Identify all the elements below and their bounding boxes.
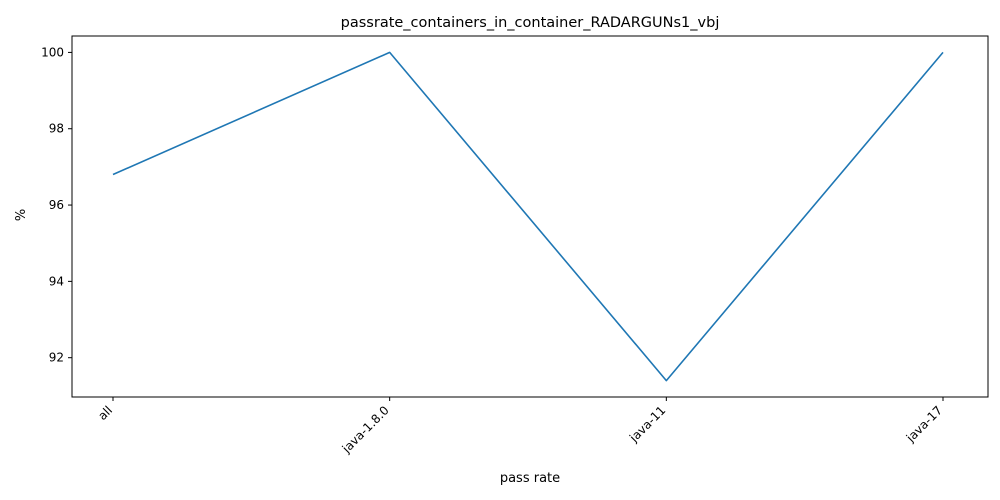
x-tick-label: java-17 (903, 403, 945, 445)
plot-area: 92 94 96 98 100 all java-1.8.0 java-11 java-17 (41, 35, 989, 456)
y-tick-label: 96 (49, 198, 64, 212)
y-tick-label: 98 (49, 122, 64, 136)
x-tick-label: java-1.8.0 (339, 403, 392, 456)
series-line-0 (112, 51, 944, 382)
chart-title: passrate_containers_in_container_RADARGU… (341, 15, 720, 31)
y-tick-label: 94 (49, 274, 64, 288)
y-axis-label: % (14, 209, 29, 221)
x-tick-label: java-11 (626, 403, 668, 445)
x-axis-label: pass rate (500, 471, 560, 486)
y-tick-label: 100 (41, 45, 64, 59)
plot-frame (71, 35, 989, 398)
y-tick-label: 92 (49, 351, 64, 365)
x-tick-label: all (95, 403, 115, 423)
